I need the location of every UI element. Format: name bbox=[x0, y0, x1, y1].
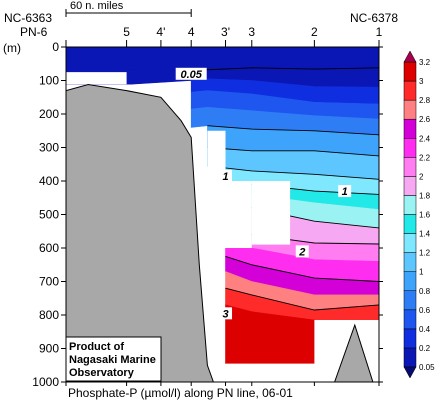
station-label-5: 3 bbox=[248, 25, 255, 39]
colorbar-label-8: 1.6 bbox=[419, 211, 431, 220]
depth-label-4: 400 bbox=[39, 174, 59, 188]
colorbar-swatch-14 bbox=[403, 80, 417, 101]
colorbar-extend-top bbox=[403, 50, 417, 63]
no-data-region-0 bbox=[66, 72, 127, 85]
no-data-region-5 bbox=[251, 181, 291, 245]
left-line-code: PN-6 bbox=[20, 25, 48, 39]
colorbar-swatch-2 bbox=[403, 309, 417, 330]
colorbar-swatch-6 bbox=[403, 233, 417, 253]
colorbar: 0.05 0.2 0.4 0.6 0.8 1 1.2 1.4 1.6 1.8 2 2.2 2.4 2.6 2… bbox=[403, 50, 435, 379]
contour-label-3: 2 bbox=[298, 246, 305, 258]
colorbar-swatch-0 bbox=[403, 347, 417, 368]
contour-label-bg-3 bbox=[295, 245, 309, 258]
scale-bar: 60 n. miles bbox=[65, 0, 192, 17]
colorbar-label-7: 1.4 bbox=[419, 230, 431, 239]
colorbar-label-11: 2.2 bbox=[419, 153, 431, 162]
depth-label-1: 100 bbox=[39, 74, 59, 88]
left-station-code: NC-6363 bbox=[4, 11, 52, 25]
colorbar-label-10: 2 bbox=[419, 172, 424, 181]
right-station-code: NC-6378 bbox=[350, 11, 398, 25]
station-label-6: 2 bbox=[311, 25, 318, 39]
colorbar-label-6: 1.2 bbox=[419, 249, 431, 258]
chart-caption: Phosphate-P (µmol/l) along PN line, 06-0… bbox=[68, 386, 293, 400]
credit-line-3: Observatory bbox=[69, 367, 135, 379]
colorbar-label-9: 1.8 bbox=[419, 191, 431, 200]
colorbar-swatch-13 bbox=[403, 99, 417, 120]
depth-label-10: 1000 bbox=[32, 375, 59, 389]
station-label-7: 1 bbox=[376, 25, 383, 39]
contour-label-layer: 0.05 1 1 2 3 bbox=[175, 67, 352, 320]
contour-label-bg-0 bbox=[175, 67, 207, 80]
depth-label-7: 700 bbox=[39, 275, 59, 289]
depth-label-5: 500 bbox=[39, 208, 59, 222]
contour-line-0 bbox=[191, 67, 379, 71]
colorbar-swatch-3 bbox=[403, 290, 417, 311]
colorbar-swatch-1 bbox=[403, 328, 417, 349]
contour-label-0: 0.05 bbox=[180, 69, 202, 81]
no-data-region-4 bbox=[225, 181, 252, 248]
colorbar-swatch-8 bbox=[403, 195, 417, 215]
bathymetry-layer bbox=[66, 83, 374, 382]
seafloor-0 bbox=[66, 83, 214, 382]
seafloor-1 bbox=[334, 323, 374, 382]
depth-label-9: 900 bbox=[39, 342, 59, 356]
depth-label-0: 0 bbox=[52, 40, 59, 54]
contour-line-3 bbox=[207, 165, 379, 180]
contour-label-4: 3 bbox=[222, 308, 228, 320]
colorbar-swatch-7 bbox=[403, 214, 417, 234]
colorbar-label-16: 3.2 bbox=[419, 58, 431, 67]
depth-axis: 0 100 200 300 400 500 600 700 800 900 1000 bbox=[32, 40, 383, 389]
station-label-3: 4 bbox=[188, 25, 195, 39]
depth-label-3: 300 bbox=[39, 141, 59, 155]
contour-line-1 bbox=[207, 125, 379, 136]
colorbar-swatch-11 bbox=[403, 138, 417, 158]
colorbar-swatch-10 bbox=[403, 157, 417, 177]
contour-line-2 bbox=[207, 147, 379, 157]
depth-label-2: 200 bbox=[39, 107, 59, 121]
contour-label-bg-2 bbox=[338, 185, 352, 198]
colorbar-label-1: 0.2 bbox=[419, 344, 431, 353]
colorbar-label-12: 2.4 bbox=[419, 134, 431, 143]
colorbar-swatch-15 bbox=[403, 61, 417, 82]
contour-layer bbox=[191, 67, 379, 311]
depth-label-6: 600 bbox=[39, 241, 59, 255]
contour-label-2: 1 bbox=[342, 186, 348, 198]
station-label-2: 4' bbox=[156, 25, 165, 39]
colorbar-label-15: 3 bbox=[419, 77, 424, 86]
credit-box: Product of Nagasaki Marine Observatory bbox=[65, 336, 162, 382]
scale-bar-label: 60 n. miles bbox=[70, 0, 124, 12]
no-data-region-3 bbox=[207, 130, 226, 248]
contour-label-bg-4 bbox=[219, 307, 233, 320]
colorbar-label-13: 2.6 bbox=[419, 115, 431, 124]
depth-unit-label: (m) bbox=[3, 41, 21, 55]
credit-line-1: Product of bbox=[69, 341, 124, 353]
colorbar-swatch-9 bbox=[403, 176, 417, 196]
colorbar-label-4: 0.8 bbox=[419, 287, 431, 296]
no-data-region-8 bbox=[225, 363, 252, 382]
colorbar-label-0: 0.05 bbox=[419, 363, 435, 372]
contour-label-1: 1 bbox=[222, 171, 228, 183]
colorbar-label-2: 0.4 bbox=[419, 325, 431, 334]
contour-label-bg-1 bbox=[219, 169, 233, 182]
colorbar-label-3: 0.6 bbox=[419, 306, 431, 315]
colorbar-extend-bottom bbox=[403, 366, 417, 379]
contour-line-8 bbox=[225, 287, 379, 311]
colorbar-swatch-12 bbox=[403, 118, 417, 139]
colorbar-label-5: 1 bbox=[419, 268, 424, 277]
depth-label-8: 800 bbox=[39, 308, 59, 322]
station-layer: 5 4' 4 3' 3 2 1 bbox=[65, 25, 383, 386]
colorbar-swatch-5 bbox=[403, 252, 417, 272]
colorbar-swatch-4 bbox=[403, 271, 417, 291]
contour-line-7 bbox=[225, 255, 379, 282]
station-label-4: 3' bbox=[221, 25, 230, 39]
colorbar-label-14: 2.8 bbox=[419, 96, 431, 105]
station-label-1: 5 bbox=[123, 25, 130, 39]
credit-box-frame bbox=[65, 336, 162, 382]
credit-line-2: Nagasaki Marine bbox=[69, 354, 156, 366]
